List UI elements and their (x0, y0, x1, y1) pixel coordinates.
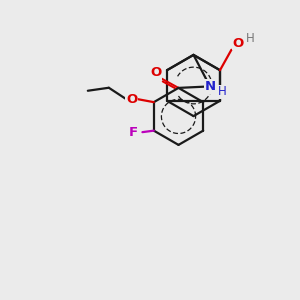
Text: O: O (232, 37, 244, 50)
Text: H: H (246, 32, 254, 45)
Text: N: N (204, 80, 216, 93)
Text: O: O (126, 93, 137, 106)
Text: H: H (218, 85, 227, 98)
Text: O: O (150, 66, 161, 80)
Text: F: F (129, 126, 138, 139)
